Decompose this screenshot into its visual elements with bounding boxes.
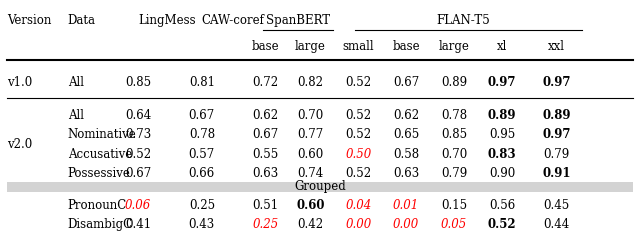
Text: 0.52: 0.52 bbox=[488, 218, 516, 231]
Text: 0.85: 0.85 bbox=[125, 75, 151, 89]
Text: 0.64: 0.64 bbox=[125, 109, 151, 122]
Text: 0.60: 0.60 bbox=[298, 148, 324, 161]
Text: Version: Version bbox=[7, 14, 51, 27]
Text: 0.97: 0.97 bbox=[542, 128, 570, 141]
Text: 0.97: 0.97 bbox=[542, 75, 570, 89]
Text: 0.74: 0.74 bbox=[298, 167, 324, 180]
Text: SpanBERT: SpanBERT bbox=[266, 14, 330, 27]
Text: 0.85: 0.85 bbox=[441, 128, 467, 141]
Text: Accusative: Accusative bbox=[68, 148, 132, 161]
Text: LingMess: LingMess bbox=[138, 14, 196, 27]
Text: small: small bbox=[342, 40, 374, 53]
Text: Data: Data bbox=[68, 14, 96, 27]
Text: 0.50: 0.50 bbox=[345, 148, 371, 161]
Text: 0.67: 0.67 bbox=[189, 109, 215, 122]
Text: 0.89: 0.89 bbox=[542, 109, 570, 122]
Text: 0.41: 0.41 bbox=[125, 218, 151, 231]
Text: 0.04: 0.04 bbox=[345, 199, 371, 212]
Text: 0.77: 0.77 bbox=[298, 128, 324, 141]
Text: 0.67: 0.67 bbox=[125, 167, 151, 180]
Text: 0.83: 0.83 bbox=[488, 148, 516, 161]
Text: 0.89: 0.89 bbox=[488, 109, 516, 122]
Text: 0.52: 0.52 bbox=[345, 75, 371, 89]
Text: 0.66: 0.66 bbox=[189, 167, 215, 180]
Text: Possessive: Possessive bbox=[68, 167, 131, 180]
Text: 0.00: 0.00 bbox=[393, 218, 419, 231]
Text: 0.60: 0.60 bbox=[296, 199, 324, 212]
Text: DisambigC: DisambigC bbox=[68, 218, 133, 231]
Text: 0.62: 0.62 bbox=[393, 109, 419, 122]
Text: 0.06: 0.06 bbox=[125, 199, 151, 212]
Text: 0.70: 0.70 bbox=[298, 109, 324, 122]
Text: 0.63: 0.63 bbox=[393, 167, 419, 180]
Text: 0.51: 0.51 bbox=[253, 199, 279, 212]
Text: 0.67: 0.67 bbox=[253, 128, 279, 141]
Text: 0.45: 0.45 bbox=[543, 199, 570, 212]
Text: 0.78: 0.78 bbox=[441, 109, 467, 122]
Text: 0.65: 0.65 bbox=[393, 128, 419, 141]
Text: 0.43: 0.43 bbox=[189, 218, 215, 231]
Text: 0.55: 0.55 bbox=[253, 148, 279, 161]
Text: 0.57: 0.57 bbox=[189, 148, 215, 161]
Text: 0.58: 0.58 bbox=[393, 148, 419, 161]
Text: 0.89: 0.89 bbox=[441, 75, 467, 89]
Text: 0.62: 0.62 bbox=[253, 109, 279, 122]
Text: base: base bbox=[392, 40, 420, 53]
Text: CAW-coref: CAW-coref bbox=[202, 14, 265, 27]
Text: v2.0: v2.0 bbox=[7, 138, 33, 151]
Text: 0.63: 0.63 bbox=[253, 167, 279, 180]
Text: v1.0: v1.0 bbox=[7, 75, 33, 89]
Text: 0.25: 0.25 bbox=[253, 218, 279, 231]
Text: 0.72: 0.72 bbox=[253, 75, 279, 89]
Text: All: All bbox=[68, 75, 84, 89]
Text: 0.56: 0.56 bbox=[489, 199, 515, 212]
Text: 0.90: 0.90 bbox=[489, 167, 515, 180]
Text: 0.00: 0.00 bbox=[345, 218, 371, 231]
Text: 0.97: 0.97 bbox=[488, 75, 516, 89]
Text: 0.91: 0.91 bbox=[542, 167, 570, 180]
Text: 0.73: 0.73 bbox=[125, 128, 151, 141]
Text: 0.81: 0.81 bbox=[189, 75, 215, 89]
Text: 0.42: 0.42 bbox=[298, 218, 323, 231]
Text: PronounC: PronounC bbox=[68, 199, 127, 212]
Text: large: large bbox=[295, 40, 326, 53]
Text: All: All bbox=[68, 109, 84, 122]
Text: 0.05: 0.05 bbox=[441, 218, 467, 231]
Text: 0.52: 0.52 bbox=[345, 109, 371, 122]
Text: 0.67: 0.67 bbox=[393, 75, 419, 89]
Text: 0.52: 0.52 bbox=[125, 148, 151, 161]
Text: 0.79: 0.79 bbox=[543, 148, 570, 161]
Text: 0.44: 0.44 bbox=[543, 218, 570, 231]
Text: xxl: xxl bbox=[548, 40, 564, 53]
Text: 0.15: 0.15 bbox=[441, 199, 467, 212]
Text: 0.95: 0.95 bbox=[489, 128, 515, 141]
Text: 0.78: 0.78 bbox=[189, 128, 215, 141]
Text: Nominative: Nominative bbox=[68, 128, 136, 141]
Text: large: large bbox=[438, 40, 470, 53]
Text: xl: xl bbox=[497, 40, 507, 53]
Text: FLAN-T5: FLAN-T5 bbox=[437, 14, 491, 27]
Text: 0.70: 0.70 bbox=[441, 148, 467, 161]
Text: 0.79: 0.79 bbox=[441, 167, 467, 180]
Text: 0.52: 0.52 bbox=[345, 167, 371, 180]
FancyBboxPatch shape bbox=[7, 182, 633, 192]
Text: 0.82: 0.82 bbox=[298, 75, 323, 89]
Text: Grouped: Grouped bbox=[294, 180, 346, 193]
Text: 0.01: 0.01 bbox=[393, 199, 419, 212]
Text: base: base bbox=[252, 40, 280, 53]
Text: 0.52: 0.52 bbox=[345, 128, 371, 141]
Text: 0.25: 0.25 bbox=[189, 199, 215, 212]
